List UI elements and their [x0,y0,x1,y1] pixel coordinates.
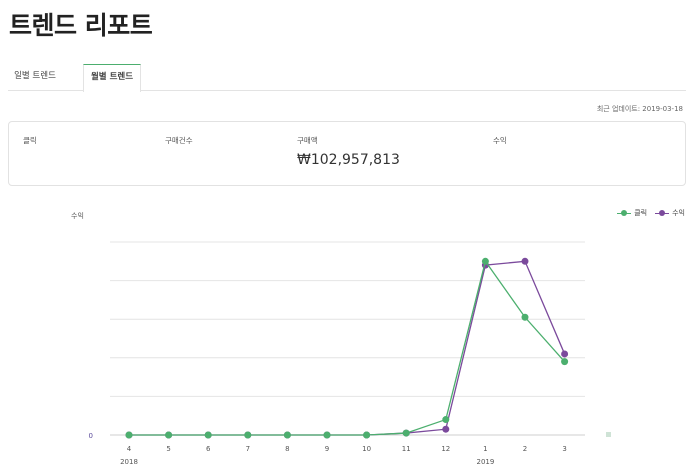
x-tick-label: 6 [206,445,211,453]
legend-item-revenue[interactable]: 수익 [655,208,685,218]
metric-revenue-label: 수익 [493,136,507,145]
data-point-click [481,257,489,265]
x-tick-label: 12 [441,445,450,453]
summary-card: 클릭 구매건수 구매액 ₩102,957,813 수익 [8,121,686,186]
y-axis-title: 수익 [71,212,84,220]
metric-purchases-label: 구매건수 [165,136,193,145]
x-tick-label: 11 [402,445,411,453]
series-line-revenue [129,260,566,436]
y-tick-label: 0 [89,432,93,440]
x-tick-label: 4 [127,445,132,453]
x-tick-label: 9 [325,445,329,453]
data-point-click [125,431,133,439]
x-tick-label: 1 [483,445,487,453]
data-point-revenue [561,350,569,358]
legend-label-click: 클릭 [634,209,648,217]
tab-bar: 일별 트렌드 월별 트렌드 [8,64,686,92]
secondary-axis-marker [606,432,611,437]
year-label: 2019 [476,458,494,466]
legend-marker-revenue [655,209,670,217]
tab-daily-trend[interactable]: 일별 트렌드 [14,71,56,81]
trend-chart: 수익 클릭 수익 0 4 5 6 7 8 9 10 11 12 1 2 3 2018 2019 [0,195,697,476]
data-point-revenue [521,257,529,265]
metric-sales-label: 구매액 [297,136,318,145]
data-point-click [323,431,331,439]
x-tick-label: 2 [523,445,527,453]
legend-item-click[interactable]: 클릭 [617,208,647,218]
metric-sales-value: ₩102,957,813 [297,152,400,168]
data-point-revenue [442,425,450,433]
data-point-click [363,431,371,439]
x-tick-label: 7 [246,445,250,453]
x-tick-label: 10 [362,445,371,453]
data-point-click [521,313,529,321]
data-point-click [402,429,410,437]
x-tick-label: 8 [285,445,289,453]
data-point-click [561,358,569,366]
tab-monthly-trend[interactable]: 월별 트렌드 [83,64,141,92]
data-point-click [244,431,252,439]
series-line-click [129,259,566,436]
chart-legend: 클릭 수익 [617,208,685,218]
data-point-click [204,431,212,439]
data-point-click [442,416,450,424]
last-updated: 최근 업데이트: 2019-03-18 [596,105,683,113]
legend-marker-click [617,209,632,217]
x-tick-label: 3 [562,445,566,453]
data-point-click [283,431,291,439]
year-label: 2018 [120,458,138,466]
page-title: 트렌드 리포트 [9,11,153,40]
x-tick-label: 5 [166,445,170,453]
metric-click-label: 클릭 [23,136,37,145]
data-point-click [165,431,173,439]
legend-label-revenue: 수익 [672,209,685,217]
